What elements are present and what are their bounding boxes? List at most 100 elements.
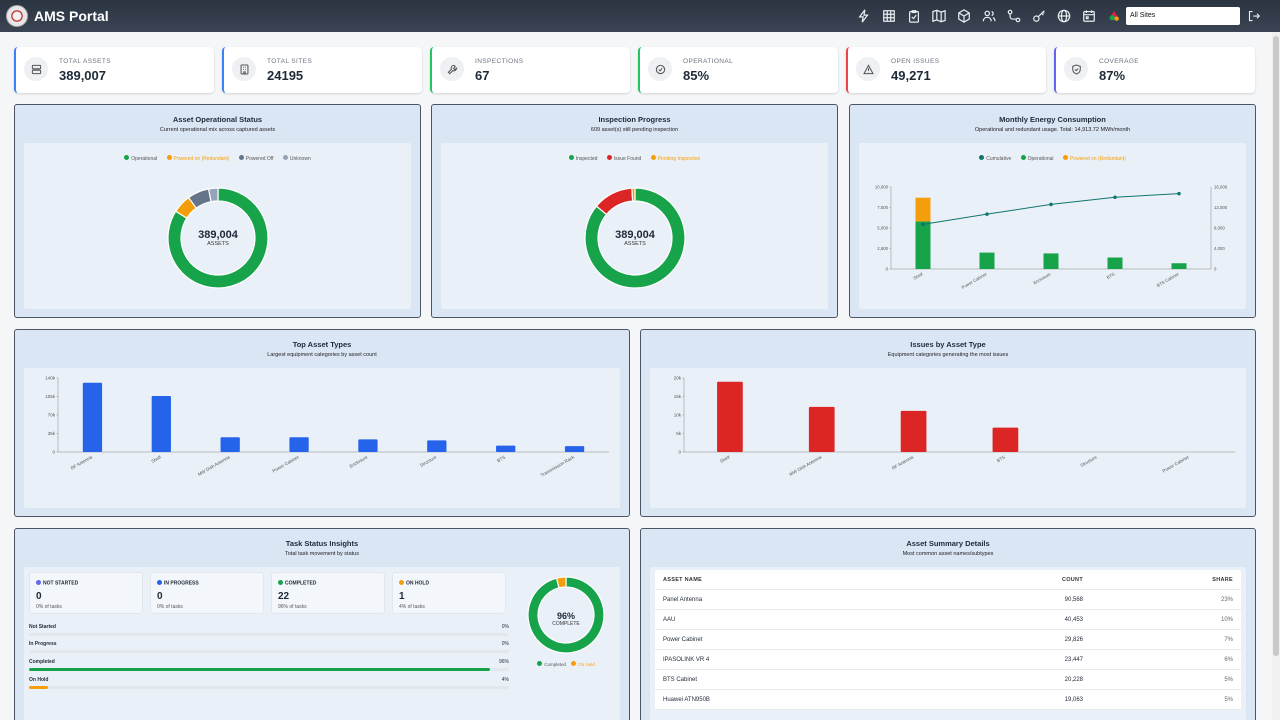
card-subtitle: Most common asset names/subtypes: [902, 551, 994, 557]
bar-operational[interactable]: [979, 252, 995, 269]
bar-bts[interactable]: [992, 427, 1019, 452]
task-bar-on-hold: On Hold 4%: [29, 677, 509, 689]
site-select[interactable]: All Sites: [1126, 7, 1240, 25]
cumulative-point[interactable]: [1049, 202, 1053, 207]
donut-slice-unknown[interactable]: [207, 187, 219, 203]
bar-bts[interactable]: [496, 445, 516, 452]
card-title: Task Status Insights: [285, 539, 359, 548]
legend-item[interactable]: Unknown: [282, 155, 311, 162]
asset-share: 5%: [1224, 697, 1233, 703]
table-row[interactable]: Huawei ATN950B 19,063 5%: [655, 690, 1241, 710]
bar-transmission-rack[interactable]: [564, 446, 585, 452]
table-row[interactable]: Power Cabinet 29,826 7%: [655, 630, 1241, 650]
kpi-total-assets: TOTAL ASSETS 389,007: [14, 47, 214, 93]
chart-area: Operational Powered on (Redundant) Power…: [24, 143, 411, 309]
header-asset-name[interactable]: ASSET NAME: [663, 577, 703, 583]
table-row[interactable]: AAU 40,453 10%: [655, 610, 1241, 630]
bar-rf-antenna[interactable]: [82, 382, 103, 452]
task-bar-track: [29, 686, 509, 689]
calendar-icon[interactable]: [1081, 8, 1097, 24]
grid-icon[interactable]: [881, 8, 897, 24]
task-box-header: NOT STARTED: [36, 580, 78, 587]
bar-shelf[interactable]: [151, 395, 171, 452]
bar-mw-dish-antenna[interactable]: [808, 406, 835, 452]
header-share[interactable]: SHARE: [1212, 577, 1233, 583]
kpi-label: TOTAL SITES: [267, 58, 313, 65]
task-bar-label: In Progress: [29, 641, 57, 647]
table-row[interactable]: Panel Antenna 90,568 23%: [655, 590, 1241, 610]
clipboard-icon[interactable]: [906, 8, 922, 24]
check-circle-icon: [648, 57, 672, 81]
donut-slice-operational[interactable]: [167, 187, 269, 289]
task-box-not-started[interactable]: NOT STARTED 0 0% of tasks: [29, 572, 143, 614]
key-icon[interactable]: [1031, 8, 1047, 24]
legend-label: Completed: [544, 661, 566, 667]
palette-icon[interactable]: [1106, 8, 1122, 24]
map-icon[interactable]: [931, 8, 947, 24]
y2-tick-label: 16,000: [1214, 185, 1228, 190]
task-box-header: IN PROGRESS: [157, 580, 199, 587]
donut-slice-issue-found[interactable]: [595, 187, 634, 216]
task-box-pct: 96% of tasks: [278, 604, 307, 610]
header-count[interactable]: COUNT: [1061, 577, 1083, 583]
legend-item[interactable]: On Hold: [571, 661, 595, 667]
bar-structure[interactable]: [427, 440, 447, 452]
legend-item[interactable]: Inspected: [568, 155, 597, 162]
bar-mw-dish-antenna[interactable]: [220, 437, 240, 452]
legend-item[interactable]: Cumulative: [979, 155, 1011, 162]
legend-item[interactable]: Operational: [1020, 155, 1054, 162]
route-icon[interactable]: [1006, 8, 1022, 24]
bar-operational[interactable]: [1043, 253, 1059, 269]
task-box-in-progress[interactable]: IN PROGRESS 0 0% of tasks: [150, 572, 264, 614]
bar-operational[interactable]: [1171, 263, 1187, 269]
x-tick-label: Power Cabinet: [1162, 454, 1191, 473]
users-icon[interactable]: [981, 8, 997, 24]
table-row[interactable]: IPASOLINK VR 4 23,447 6%: [655, 650, 1241, 670]
x-tick-label: Shelf: [719, 454, 731, 464]
legend-item[interactable]: Pending Inspection: [650, 155, 700, 162]
donut-slice-inspected[interactable]: [584, 187, 686, 289]
issues-card: Issues by Asset Type Equipment categorie…: [640, 329, 1256, 517]
legend-item[interactable]: Completed: [537, 661, 566, 667]
table-row[interactable]: BTS Cabinet 20,228 5%: [655, 670, 1241, 690]
legend-item[interactable]: Issue Found: [606, 155, 641, 162]
bar-rf-antenna[interactable]: [900, 410, 927, 452]
legend-item[interactable]: Powered Off: [238, 155, 274, 162]
task-box-completed[interactable]: COMPLETED 22 96% of tasks: [271, 572, 385, 614]
bar-power-cabinet[interactable]: [289, 437, 309, 452]
bar-redundant[interactable]: [915, 197, 931, 222]
server-icon: [24, 57, 48, 81]
task-bar-in-progress: In Progress 0%: [29, 641, 509, 653]
bar-shelf[interactable]: [717, 381, 743, 452]
scrollbar-thumb[interactable]: [1273, 36, 1279, 656]
x-tick-label: Power Cabinet: [271, 454, 300, 473]
donut-center: 389,004 ASSETS: [188, 229, 248, 247]
cube-icon[interactable]: [956, 8, 972, 24]
y-tick-label: 105k: [45, 394, 56, 399]
donut-slice-pending-inspection[interactable]: [631, 187, 636, 202]
donut-slice-completed[interactable]: [527, 576, 605, 654]
bar-operational[interactable]: [1107, 257, 1123, 269]
bar-operational[interactable]: [915, 221, 931, 269]
donut-slice-on-hold[interactable]: [555, 576, 567, 589]
legend-item[interactable]: Powered on (Redundant): [166, 155, 229, 162]
x-tick-label: Enclosure: [1032, 271, 1052, 285]
cumulative-point[interactable]: [985, 212, 989, 216]
cumulative-point[interactable]: [1177, 191, 1181, 196]
legend-item[interactable]: Operational: [124, 155, 157, 162]
card-subtitle: Largest equipment categories by asset co…: [267, 352, 377, 358]
cumulative-point[interactable]: [1113, 195, 1117, 200]
bolt-icon[interactable]: [856, 8, 872, 24]
task-box-on-hold[interactable]: ON HOLD 1 4% of tasks: [392, 572, 506, 614]
legend-item[interactable]: Powered on (Redundant): [1062, 155, 1126, 162]
kpi-operational: OPERATIONAL 85%: [638, 47, 838, 93]
task-box-header: ON HOLD: [399, 580, 429, 587]
legend-label: Powered Off: [245, 155, 274, 162]
table-header: ASSET NAME COUNT SHARE: [655, 570, 1241, 590]
cumulative-point[interactable]: [921, 222, 925, 227]
donut-total: 389,004: [198, 229, 238, 241]
app-logo[interactable]: [6, 5, 28, 27]
logout-icon[interactable]: [1248, 9, 1261, 27]
globe-icon[interactable]: [1056, 8, 1072, 24]
bar-enclosure[interactable]: [358, 439, 378, 452]
